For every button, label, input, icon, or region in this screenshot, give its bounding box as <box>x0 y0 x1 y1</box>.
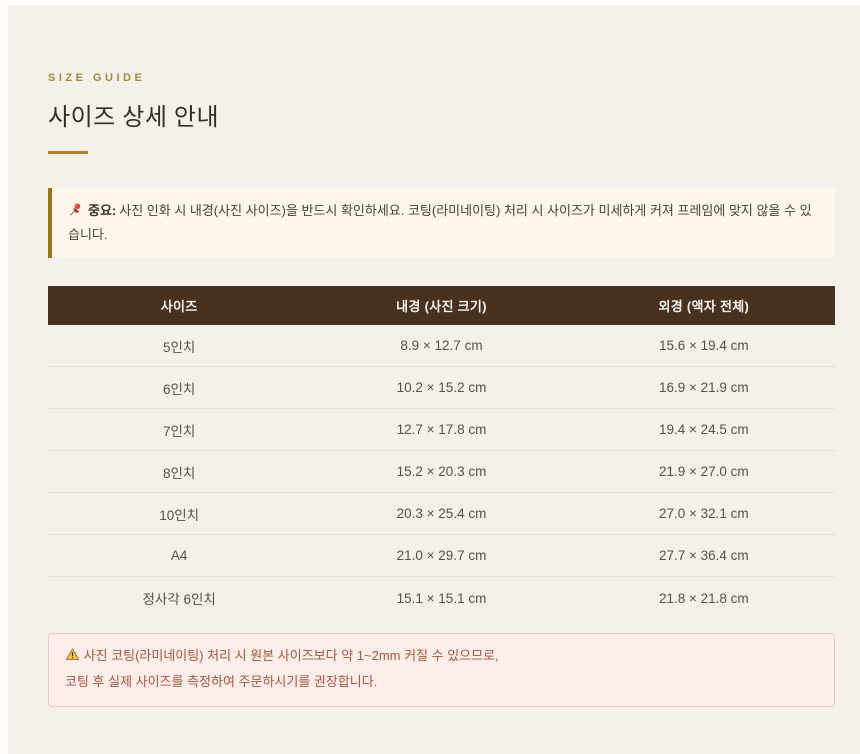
size-guide-panel: SIZE GUIDE 사이즈 상세 안내 중요: 사진 인화 시 내경(사진 사이… <box>8 5 860 754</box>
cell-size: 8인치 <box>162 465 196 481</box>
table-row: 7인치 12.7 × 17.8 cm 19.4 × 24.5 cm <box>48 409 835 452</box>
cell-outer: 19.4 × 24.5 cm <box>658 422 749 438</box>
important-notice-box: 중요: 사진 인화 시 내경(사진 사이즈)을 반드시 확인하세요. 코팅(라미네… <box>48 188 835 259</box>
section-eyebrow: SIZE GUIDE <box>48 72 146 84</box>
page-title: 사이즈 상세 안내 <box>48 105 220 131</box>
table-row: 8인치 15.2 × 20.3 cm 21.9 × 27.0 cm <box>48 451 835 494</box>
pushpin-icon <box>68 202 83 224</box>
table-row: 정사각 6인치 15.1 × 15.1 cm 21.8 × 21.8 cm <box>48 577 835 619</box>
warning-triangle-icon <box>65 646 80 670</box>
cell-size: A4 <box>170 548 188 564</box>
notice-text: 사진 인화 시 내경(사진 사이즈)을 반드시 확인하세요. 코팅(라미네이팅)… <box>68 203 812 243</box>
table-row: 5인치 8.9 × 12.7 cm 15.6 × 19.4 cm <box>48 325 835 368</box>
cell-outer: 21.8 × 21.8 cm <box>658 590 749 606</box>
cell-size: 10인치 <box>159 507 200 523</box>
cell-outer: 15.6 × 19.4 cm <box>658 338 749 354</box>
title-underline <box>48 151 88 154</box>
cell-size: 정사각 6인치 <box>142 592 216 608</box>
coating-warning-box: 사진 코팅(라미네이팅) 처리 시 원본 사이즈보다 약 1~2mm 커질 수 … <box>48 633 835 708</box>
cell-outer: 27.0 × 32.1 cm <box>658 506 749 522</box>
cell-inner: 10.2 × 15.2 cm <box>396 380 487 396</box>
column-header-outer: 외경 (액자 전체) <box>658 299 750 315</box>
cell-outer: 21.9 × 27.0 cm <box>658 464 749 480</box>
warning-line-2: 코팅 후 실제 사이즈를 측정하여 주문하시기를 권장합니다. <box>65 674 378 690</box>
notice-label: 중요: <box>88 203 117 218</box>
cell-inner: 12.7 × 17.8 cm <box>396 422 487 438</box>
cell-size: 5인치 <box>162 339 196 355</box>
cell-outer: 16.9 × 21.9 cm <box>658 380 749 396</box>
cell-size: 7인치 <box>162 423 196 439</box>
content-container: SIZE GUIDE 사이즈 상세 안내 중요: 사진 인화 시 내경(사진 사이… <box>8 72 860 708</box>
cell-inner: 8.9 × 12.7 cm <box>400 338 483 354</box>
cell-size: 6인치 <box>162 381 196 397</box>
cell-inner: 21.0 × 29.7 cm <box>396 548 487 564</box>
column-header-inner: 내경 (사진 크기) <box>396 299 487 315</box>
table-header-row: 사이즈 내경 (사진 크기) 외경 (액자 전체) <box>48 286 835 326</box>
cell-inner: 20.3 × 25.4 cm <box>396 506 487 522</box>
cell-outer: 27.7 × 36.4 cm <box>658 548 749 564</box>
warning-line-1: 사진 코팅(라미네이팅) 처리 시 원본 사이즈보다 약 1~2mm 커질 수 … <box>83 648 499 664</box>
table-row: 10인치 20.3 × 25.4 cm 27.0 × 32.1 cm <box>48 493 835 536</box>
column-header-size: 사이즈 <box>160 299 198 315</box>
table-row: 6인치 10.2 × 15.2 cm 16.9 × 21.9 cm <box>48 367 835 410</box>
table-row: A4 21.0 × 29.7 cm 27.7 × 36.4 cm <box>48 535 835 578</box>
cell-inner: 15.1 × 15.1 cm <box>396 590 487 606</box>
size-table: 사이즈 내경 (사진 크기) 외경 (액자 전체) 5인치 8.9 × 12.7… <box>48 286 835 619</box>
cell-inner: 15.2 × 20.3 cm <box>396 464 487 480</box>
